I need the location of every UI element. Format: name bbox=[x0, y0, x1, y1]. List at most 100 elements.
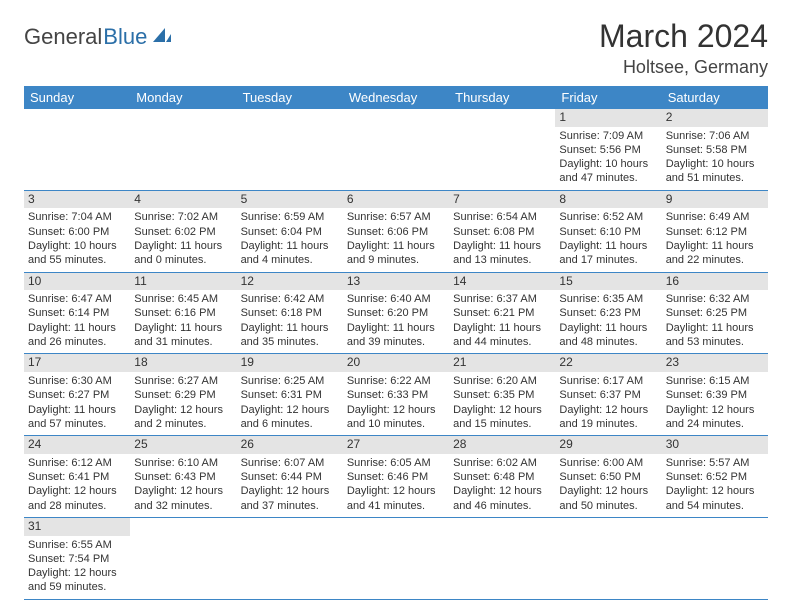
day-number: 16 bbox=[662, 273, 768, 291]
day-details: Sunrise: 6:00 AMSunset: 6:50 PMDaylight:… bbox=[555, 454, 661, 517]
day-details: Sunrise: 6:05 AMSunset: 6:46 PMDaylight:… bbox=[343, 454, 449, 517]
calendar-day-cell: 22Sunrise: 6:17 AMSunset: 6:37 PMDayligh… bbox=[555, 354, 661, 436]
calendar-day-cell: 14Sunrise: 6:37 AMSunset: 6:21 PMDayligh… bbox=[449, 272, 555, 354]
calendar-day-cell: 20Sunrise: 6:22 AMSunset: 6:33 PMDayligh… bbox=[343, 354, 449, 436]
calendar-week-row: 31Sunrise: 6:55 AMSunset: 7:54 PMDayligh… bbox=[24, 517, 768, 599]
day-number: 19 bbox=[237, 354, 343, 372]
day-detail-line: and 9 minutes. bbox=[347, 253, 445, 267]
day-number: 18 bbox=[130, 354, 236, 372]
day-detail-line: Sunset: 6:46 PM bbox=[347, 470, 445, 484]
calendar-week-row: 10Sunrise: 6:47 AMSunset: 6:14 PMDayligh… bbox=[24, 272, 768, 354]
calendar-day-cell: 11Sunrise: 6:45 AMSunset: 6:16 PMDayligh… bbox=[130, 272, 236, 354]
day-details: Sunrise: 6:02 AMSunset: 6:48 PMDaylight:… bbox=[449, 454, 555, 517]
day-detail-line: Sunrise: 6:32 AM bbox=[666, 292, 764, 306]
calendar-day-cell: 13Sunrise: 6:40 AMSunset: 6:20 PMDayligh… bbox=[343, 272, 449, 354]
weekday-header: Thursday bbox=[449, 86, 555, 109]
header: General Blue March 2024 Holtsee, Germany bbox=[24, 18, 768, 78]
day-detail-line: Sunset: 6:12 PM bbox=[666, 225, 764, 239]
calendar-day-cell: 1Sunrise: 7:09 AMSunset: 5:56 PMDaylight… bbox=[555, 109, 661, 190]
day-detail-line: and 24 minutes. bbox=[666, 417, 764, 431]
day-detail-line: Sunset: 6:06 PM bbox=[347, 225, 445, 239]
day-details: Sunrise: 6:54 AMSunset: 6:08 PMDaylight:… bbox=[449, 208, 555, 271]
day-detail-line: Daylight: 11 hours bbox=[453, 239, 551, 253]
calendar-body: 1Sunrise: 7:09 AMSunset: 5:56 PMDaylight… bbox=[24, 109, 768, 599]
day-detail-line: Daylight: 12 hours bbox=[666, 484, 764, 498]
day-detail-line: and 17 minutes. bbox=[559, 253, 657, 267]
day-detail-line: Daylight: 12 hours bbox=[347, 403, 445, 417]
calendar-table: SundayMondayTuesdayWednesdayThursdayFrid… bbox=[24, 86, 768, 600]
day-detail-line: Sunset: 6:10 PM bbox=[559, 225, 657, 239]
day-number: 1 bbox=[555, 109, 661, 127]
calendar-day-cell bbox=[662, 517, 768, 599]
day-detail-line: Daylight: 11 hours bbox=[666, 239, 764, 253]
day-detail-line: Sunset: 6:00 PM bbox=[28, 225, 126, 239]
day-details: Sunrise: 6:40 AMSunset: 6:20 PMDaylight:… bbox=[343, 290, 449, 353]
day-detail-line: Sunset: 6:39 PM bbox=[666, 388, 764, 402]
day-detail-line: Daylight: 11 hours bbox=[347, 239, 445, 253]
day-detail-line: and 28 minutes. bbox=[28, 499, 126, 513]
empty-day bbox=[237, 518, 343, 536]
location: Holtsee, Germany bbox=[599, 57, 768, 78]
calendar-day-cell: 28Sunrise: 6:02 AMSunset: 6:48 PMDayligh… bbox=[449, 436, 555, 518]
day-detail-line: and 50 minutes. bbox=[559, 499, 657, 513]
empty-day bbox=[130, 109, 236, 127]
empty-day bbox=[662, 518, 768, 536]
day-detail-line: Sunrise: 6:49 AM bbox=[666, 210, 764, 224]
day-detail-line: Sunrise: 6:45 AM bbox=[134, 292, 232, 306]
day-detail-line: Sunset: 6:16 PM bbox=[134, 306, 232, 320]
logo-text-general: General bbox=[24, 24, 102, 50]
day-detail-line: Daylight: 12 hours bbox=[28, 566, 126, 580]
day-number: 14 bbox=[449, 273, 555, 291]
calendar-day-cell: 21Sunrise: 6:20 AMSunset: 6:35 PMDayligh… bbox=[449, 354, 555, 436]
calendar-day-cell bbox=[343, 517, 449, 599]
calendar-day-cell: 4Sunrise: 7:02 AMSunset: 6:02 PMDaylight… bbox=[130, 190, 236, 272]
calendar-day-cell bbox=[343, 109, 449, 190]
day-details: Sunrise: 6:35 AMSunset: 6:23 PMDaylight:… bbox=[555, 290, 661, 353]
day-number: 17 bbox=[24, 354, 130, 372]
day-detail-line: and 47 minutes. bbox=[559, 171, 657, 185]
day-detail-line: Sunrise: 6:42 AM bbox=[241, 292, 339, 306]
day-detail-line: and 41 minutes. bbox=[347, 499, 445, 513]
day-detail-line: Sunrise: 6:35 AM bbox=[559, 292, 657, 306]
calendar-day-cell bbox=[130, 109, 236, 190]
day-detail-line: Daylight: 10 hours bbox=[666, 157, 764, 171]
calendar-day-cell: 27Sunrise: 6:05 AMSunset: 6:46 PMDayligh… bbox=[343, 436, 449, 518]
calendar-day-cell bbox=[237, 109, 343, 190]
day-number: 8 bbox=[555, 191, 661, 209]
day-details: Sunrise: 7:02 AMSunset: 6:02 PMDaylight:… bbox=[130, 208, 236, 271]
day-details: Sunrise: 6:37 AMSunset: 6:21 PMDaylight:… bbox=[449, 290, 555, 353]
day-detail-line: Sunset: 6:43 PM bbox=[134, 470, 232, 484]
day-detail-line: and 46 minutes. bbox=[453, 499, 551, 513]
day-detail-line: Daylight: 12 hours bbox=[28, 484, 126, 498]
weekday-header: Monday bbox=[130, 86, 236, 109]
calendar-day-cell: 25Sunrise: 6:10 AMSunset: 6:43 PMDayligh… bbox=[130, 436, 236, 518]
day-detail-line: Sunrise: 7:06 AM bbox=[666, 129, 764, 143]
calendar-day-cell: 2Sunrise: 7:06 AMSunset: 5:58 PMDaylight… bbox=[662, 109, 768, 190]
day-detail-line: and 51 minutes. bbox=[666, 171, 764, 185]
calendar-day-cell: 15Sunrise: 6:35 AMSunset: 6:23 PMDayligh… bbox=[555, 272, 661, 354]
day-detail-line: Sunset: 6:41 PM bbox=[28, 470, 126, 484]
day-details: Sunrise: 6:30 AMSunset: 6:27 PMDaylight:… bbox=[24, 372, 130, 435]
day-detail-line: Sunset: 6:31 PM bbox=[241, 388, 339, 402]
calendar-day-cell: 24Sunrise: 6:12 AMSunset: 6:41 PMDayligh… bbox=[24, 436, 130, 518]
day-detail-line: and 10 minutes. bbox=[347, 417, 445, 431]
day-number: 23 bbox=[662, 354, 768, 372]
empty-day bbox=[343, 109, 449, 127]
day-detail-line: Sunset: 6:48 PM bbox=[453, 470, 551, 484]
day-detail-line: and 2 minutes. bbox=[134, 417, 232, 431]
day-detail-line: Daylight: 12 hours bbox=[453, 484, 551, 498]
day-details: Sunrise: 6:47 AMSunset: 6:14 PMDaylight:… bbox=[24, 290, 130, 353]
day-detail-line: Daylight: 10 hours bbox=[559, 157, 657, 171]
calendar-week-row: 24Sunrise: 6:12 AMSunset: 6:41 PMDayligh… bbox=[24, 436, 768, 518]
day-detail-line: Sunrise: 6:00 AM bbox=[559, 456, 657, 470]
empty-day bbox=[237, 109, 343, 127]
day-details: Sunrise: 6:17 AMSunset: 6:37 PMDaylight:… bbox=[555, 372, 661, 435]
day-detail-line: Sunset: 6:20 PM bbox=[347, 306, 445, 320]
day-detail-line: Sunset: 5:56 PM bbox=[559, 143, 657, 157]
day-details: Sunrise: 7:04 AMSunset: 6:00 PMDaylight:… bbox=[24, 208, 130, 271]
day-details: Sunrise: 6:20 AMSunset: 6:35 PMDaylight:… bbox=[449, 372, 555, 435]
day-detail-line: Sunrise: 6:02 AM bbox=[453, 456, 551, 470]
day-details: Sunrise: 6:59 AMSunset: 6:04 PMDaylight:… bbox=[237, 208, 343, 271]
calendar-week-row: 17Sunrise: 6:30 AMSunset: 6:27 PMDayligh… bbox=[24, 354, 768, 436]
day-detail-line: Sunrise: 6:15 AM bbox=[666, 374, 764, 388]
